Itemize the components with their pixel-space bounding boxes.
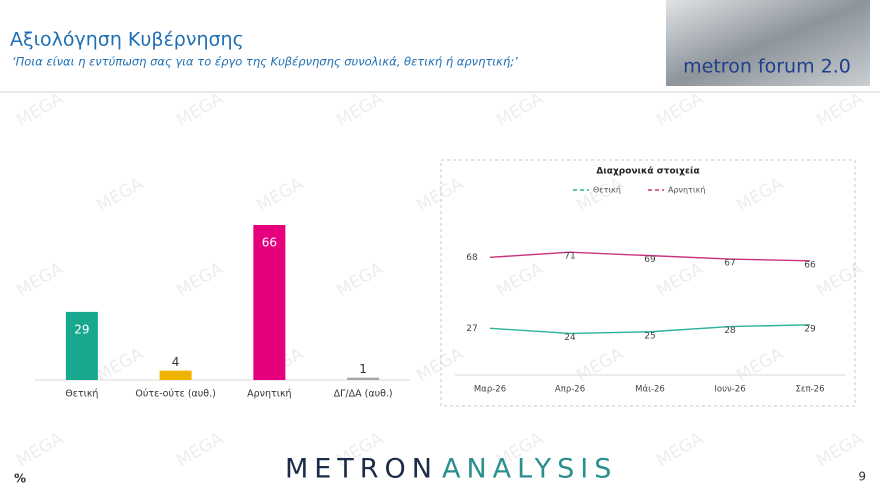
bar — [65, 311, 98, 380]
line-chart-frame — [440, 159, 856, 407]
title: Αξιολόγηση Κυβέρνησης — [10, 29, 244, 51]
x-tick-label: Ιουν-26 — [714, 385, 745, 395]
unit: % — [14, 472, 26, 486]
legend-label: Αρνητική — [668, 186, 705, 195]
bar — [159, 370, 192, 380]
value-label: 67 — [724, 259, 735, 269]
value-label: 66 — [804, 260, 816, 270]
series-line — [489, 324, 811, 335]
x-tick-label: Ούτε-ούτε (αυθ.) — [135, 389, 215, 400]
logo-image — [666, 0, 870, 86]
series-line — [489, 251, 811, 262]
page-number: 9 — [858, 470, 866, 484]
value-label: 1 — [359, 362, 367, 376]
x-tick-label: ΔΓ/ΔΑ (αυθ.) — [334, 389, 393, 400]
x-tick-label: Αρνητική — [247, 389, 291, 400]
x-tick-label: Θετική — [65, 389, 98, 400]
x-tick-label: Μαρ-26 — [474, 385, 506, 395]
brand-2: ANALYSIS — [442, 454, 617, 485]
value-label: 68 — [466, 253, 478, 263]
value-label: 25 — [644, 331, 655, 341]
value-label: 24 — [564, 333, 576, 343]
bar — [347, 377, 380, 380]
bar — [253, 225, 286, 380]
legend-label: Θετική — [593, 186, 621, 195]
line-chart-title: Διαχρονικά στοιχεία — [596, 166, 699, 177]
brand-1: METRON — [285, 454, 438, 485]
value-label: 29 — [74, 322, 89, 336]
x-tick-label: Απρ-26 — [555, 385, 585, 395]
value-label: 69 — [644, 255, 656, 265]
value-label: 28 — [724, 326, 736, 336]
value-label: 66 — [262, 236, 277, 250]
value-label: 27 — [466, 324, 477, 334]
value-label: 29 — [804, 324, 816, 334]
x-tick-label: Μάι-26 — [635, 385, 665, 395]
subtitle: ‘Ποια είναι η εντύπωση σας για το έργο τ… — [12, 55, 518, 69]
value-label: 4 — [172, 355, 180, 369]
logo-text: metron forum 2.0 — [683, 56, 851, 78]
value-label: 71 — [564, 252, 575, 262]
x-tick-label: Σεπ-26 — [796, 385, 825, 395]
